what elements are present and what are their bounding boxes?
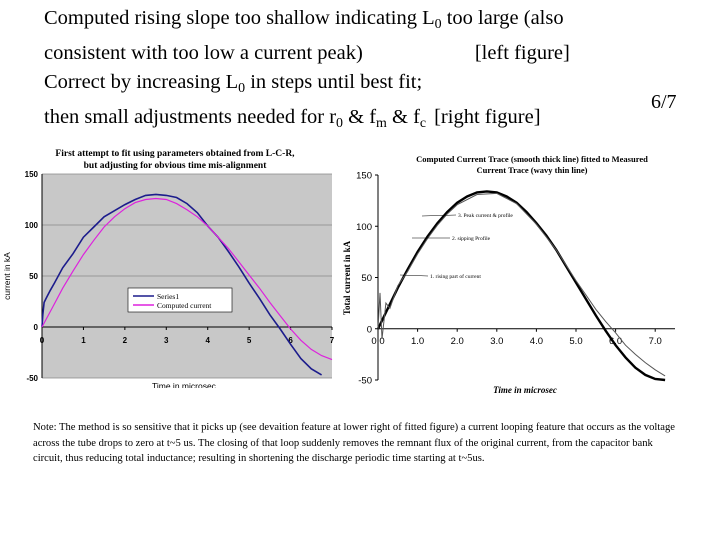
right-chart: Computed Current Trace (smooth thick lin… [342, 154, 675, 395]
page-number: 6/7 [651, 91, 677, 113]
legend [127, 287, 233, 313]
y-tick-label: 0 [367, 324, 372, 335]
heading-line-3: Correct by increasing L0 in steps until … [44, 68, 714, 103]
note-text: Note: The method is so sensitive that it… [33, 422, 675, 464]
x-tick-label: 3 [164, 336, 169, 345]
annotation-pointer [399, 274, 429, 277]
heading-text: consistent with too low a current peak) [44, 41, 363, 64]
left-chart: First attempt to fit using parameters ob… [2, 149, 335, 388]
annotation-label: 3. Peak current & profile [458, 212, 513, 219]
x-tick-label: 4.0 [530, 336, 543, 347]
x-tick-label: 1 [81, 336, 86, 345]
x-tick-label: 6.0 [609, 336, 622, 347]
annotation-pointer [421, 214, 457, 217]
y-tick-label: -50 [26, 374, 38, 383]
heading-text: Correct by increasing L [44, 70, 239, 93]
x-tick-label: 7.0 [649, 336, 662, 347]
y-tick-label: -50 [358, 376, 372, 387]
heading-line-4: then small adjustments needed for r0 & f… [44, 103, 714, 138]
x-tick-label: 5 [247, 336, 252, 345]
x-tick-label: 4 [205, 336, 210, 345]
annotation-label: 2. sipping Profile [452, 235, 491, 242]
y-tick-label: 150 [25, 170, 39, 179]
y-tick-label: 50 [361, 273, 372, 284]
legend-entry: Computed current [157, 301, 212, 310]
subscript: c [419, 115, 427, 131]
y-tick-label: 100 [25, 221, 39, 230]
chart-title: First attempt to fit using parameters ob… [55, 149, 295, 159]
subscript: m [376, 115, 387, 131]
x-tick-label: 6 [288, 336, 293, 345]
x-tick-label: 0.0 [371, 336, 384, 347]
x-axis-label: Time in microsec [152, 381, 217, 388]
heading-text: then small adjustments needed for r [44, 105, 337, 128]
computed-current-line [41, 197, 333, 361]
heading-text: too large (also [441, 7, 564, 29]
y-tick-label: 150 [356, 171, 372, 182]
measured-trace-line [377, 192, 666, 377]
x-tick-label: 1.0 [411, 336, 424, 347]
x-tick-label: 5.0 [569, 336, 582, 347]
heading-line-2: consistent with too low a current peak) [… [44, 39, 714, 68]
subscript: 0 [238, 80, 246, 96]
heading-text: Computed rising slope too shallow indica… [44, 7, 435, 29]
right-figure-ref: [right figure] [434, 105, 541, 128]
heading-text: in steps until best fit; [245, 70, 423, 93]
y-tick-label: 50 [29, 272, 38, 281]
computed-trace-line [376, 190, 666, 382]
x-tick-label: 0 [40, 336, 45, 345]
left-figure-ref: [left figure] [474, 41, 570, 64]
y-tick-label: 0 [34, 323, 39, 332]
x-tick-label: 2 [123, 336, 128, 345]
subscript: 0 [336, 115, 344, 131]
heading: Computed rising slope too shallow indica… [44, 4, 714, 138]
x-tick-label: 3.0 [490, 336, 503, 347]
subscript: 0 [434, 16, 442, 32]
chart-title: but adjusting for obvious time mis-align… [84, 161, 268, 171]
heading-text: & f [386, 105, 420, 128]
heading-text: & f [343, 105, 377, 128]
y-axis-label: current in kA [2, 252, 12, 300]
legend-entry: Series1 [157, 292, 179, 301]
chart-title: Current Trace (wavy thin line) [477, 165, 588, 175]
y-axis-label: Total current in kA [342, 240, 352, 315]
heading-line-1: Computed rising slope too shallow indica… [44, 4, 714, 39]
y-tick-label: 100 [356, 222, 372, 233]
annotation-label: 1. rising part of current [430, 273, 481, 280]
x-axis-label: Time in microsec [493, 385, 557, 395]
x-tick-label: 2.0 [451, 336, 464, 347]
chart-title: Computed Current Trace (smooth thick lin… [416, 154, 648, 164]
x-tick-label: 7 [330, 336, 335, 345]
series1-line [41, 193, 323, 376]
